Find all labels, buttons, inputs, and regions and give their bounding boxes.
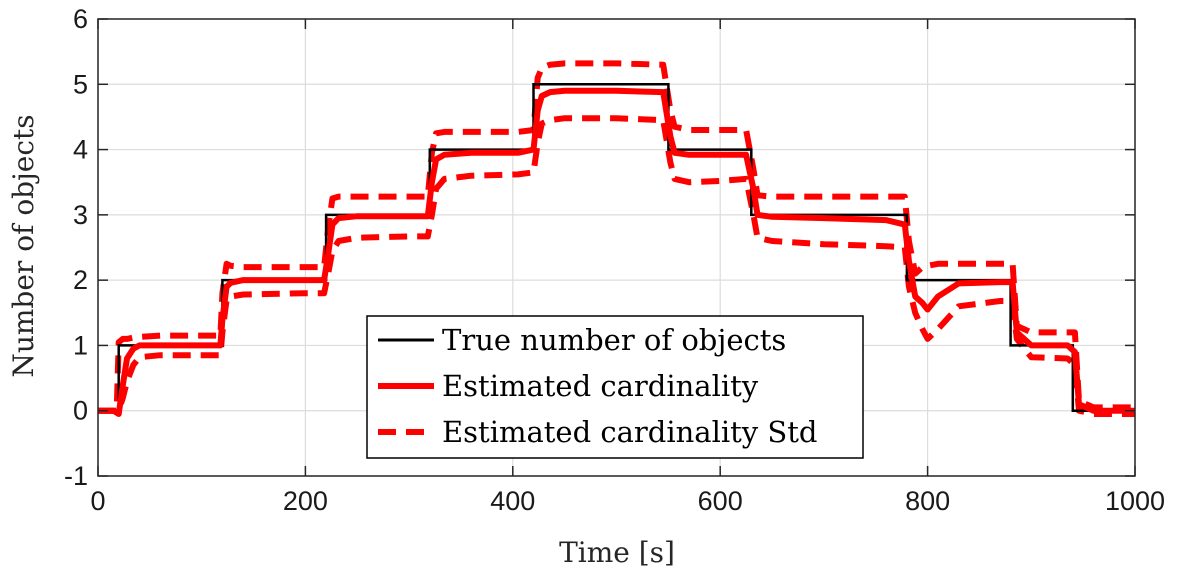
legend: True number of objects Estimated cardina… [366, 315, 864, 459]
y-tick-label: 4 [73, 135, 88, 165]
plot-frame [97, 18, 1136, 477]
y-tick-label: 5 [73, 69, 88, 99]
y-tick-label: 6 [73, 4, 88, 34]
x-tick-label: 200 [283, 486, 328, 516]
tick-marks [97, 18, 1136, 477]
legend-label-true: True number of objects [442, 323, 786, 357]
legend-label-estimated: Estimated cardinality [442, 369, 759, 403]
y-tick-label: 1 [73, 330, 88, 360]
plot-lines [98, 60, 1135, 417]
x-tick-label: 1000 [1105, 486, 1165, 516]
y-tick-label: 0 [73, 396, 88, 426]
x-tick-label: 400 [490, 486, 535, 516]
series-std-upper [98, 60, 1135, 414]
x-tick-labels: 0 200 400 600 800 1000 [90, 486, 1165, 516]
x-tick-label: 600 [698, 486, 743, 516]
series-estimated [98, 87, 1135, 417]
legend-box [366, 315, 864, 459]
y-tick-label: -1 [64, 461, 88, 491]
series-std-lower [98, 115, 1135, 417]
x-tick-label: 800 [905, 486, 950, 516]
y-tick-label: 2 [73, 265, 88, 295]
legend-label-std: Estimated cardinality Std [442, 415, 817, 449]
x-axis-label: Time [s] [559, 536, 675, 569]
y-tick-labels: -1 0 1 2 3 4 5 6 [64, 4, 88, 491]
x-tick-label: 0 [90, 486, 105, 516]
y-axis-label: Number of objects [7, 114, 40, 377]
y-tick-label: 3 [73, 200, 88, 230]
